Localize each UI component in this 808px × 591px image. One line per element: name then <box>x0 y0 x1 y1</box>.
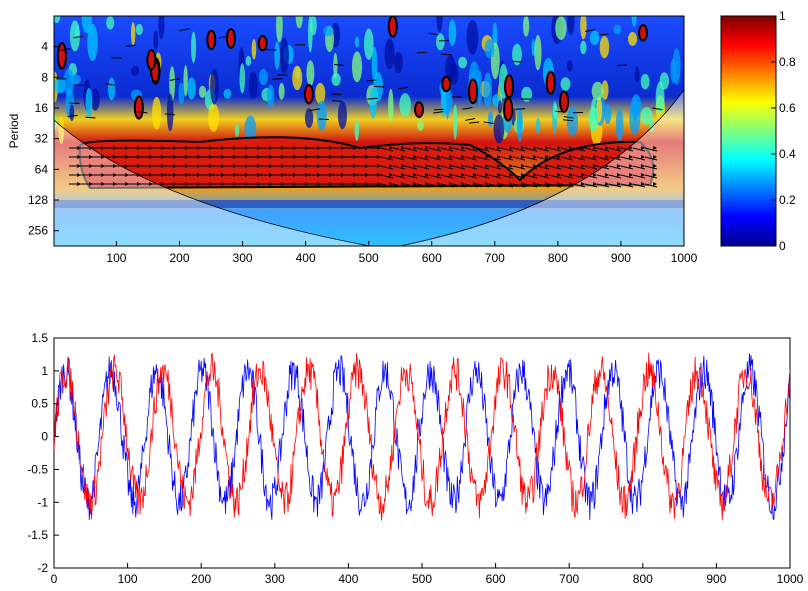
x-tick-label: 200 <box>191 572 211 586</box>
y-tick-label: 1 <box>41 364 48 378</box>
colorbar-tick-label: 0.6 <box>779 101 796 115</box>
x-tick-label: 700 <box>559 572 579 586</box>
y-tick-label: 128 <box>28 193 48 207</box>
x-tick-label: 500 <box>412 572 432 586</box>
y-tick-label: 32 <box>35 132 49 146</box>
colorbar-tick-label: 1 <box>779 9 786 23</box>
x-tick-label: 300 <box>233 251 253 265</box>
x-tick-label: 800 <box>633 572 653 586</box>
x-tick-label: 100 <box>106 251 126 265</box>
cone-of-influence <box>54 90 684 246</box>
colorbar-tick-label: 0 <box>779 239 786 253</box>
x-tick-label: 1000 <box>671 251 698 265</box>
series-line-blue <box>54 353 790 521</box>
x-tick-label: 900 <box>706 572 726 586</box>
y-tick-label: -0.5 <box>27 462 48 476</box>
series-line-red <box>54 352 790 521</box>
wavelet-coherence-plot: 100 200 300 400 500 600 700 800 900 1000 4 8 16 32 64… <box>7 15 698 265</box>
x-tick-label: 1000 <box>777 572 804 586</box>
y-tick-label: 0.5 <box>31 397 48 411</box>
y-tick-label: 8 <box>41 70 48 84</box>
y-tick-label: -1 <box>37 495 48 509</box>
colorbar: 0 0.2 0.4 0.6 0.8 1 <box>720 9 796 253</box>
x-tick-label: 700 <box>485 251 505 265</box>
colorbar-tick-label: 0.2 <box>779 193 796 207</box>
x-tick-label: 500 <box>359 251 379 265</box>
x-tick-label: 800 <box>548 251 568 265</box>
x-tick-label: 100 <box>118 572 138 586</box>
y-tick-label: 16 <box>35 101 49 115</box>
x-tick-label: 400 <box>338 572 358 586</box>
x-tick-label: 600 <box>422 251 442 265</box>
y-tick-label: 4 <box>41 40 48 54</box>
x-tick-label: 300 <box>265 572 285 586</box>
phase-arrows <box>56 28 663 188</box>
y-tick-label: 0 <box>41 430 48 444</box>
x-tick-label: 400 <box>296 251 316 265</box>
x-tick-label: 200 <box>169 251 189 265</box>
x-tick-label: 900 <box>611 251 631 265</box>
colorbar-tick-label: 0.8 <box>779 55 796 69</box>
y-tick-label: -1.5 <box>27 528 48 542</box>
colorbar-tick-label: 0.4 <box>779 147 796 161</box>
y-tick-label: -2 <box>37 561 48 575</box>
heatmap-texture <box>54 16 684 208</box>
x-tick-label: 600 <box>486 572 506 586</box>
y-axis-label: Period <box>7 114 21 149</box>
y-tick-label: 64 <box>35 162 49 176</box>
y-tick-label: 256 <box>28 224 48 238</box>
x-tick-label: 0 <box>51 572 58 586</box>
time-series-plot: 0 100 200 300 400 500 600 700 800 900 1000 -2 -1.5 -… <box>27 331 803 586</box>
y-tick-label: 1.5 <box>31 331 48 345</box>
